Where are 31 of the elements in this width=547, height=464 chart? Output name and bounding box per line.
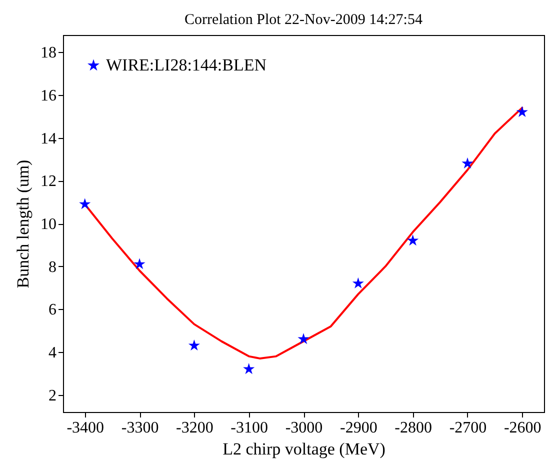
y-tick-label: 8 — [48, 258, 56, 276]
x-axis-title: L2 chirp voltage (MeV) — [222, 440, 386, 458]
x-tick-label: -3100 — [230, 420, 268, 436]
legend-label: WIRE:LI28:144:BLEN — [106, 56, 267, 74]
x-tick-label: -2600 — [504, 420, 542, 436]
point — [353, 278, 363, 288]
point — [298, 334, 308, 344]
y-tick-label: 16 — [40, 87, 56, 104]
chart-title: Correlation Plot 22-Nov-2009 14:27:54 — [184, 12, 423, 28]
y-tick-label: 6 — [48, 302, 56, 319]
point — [134, 259, 144, 268]
y-tick-label: 14 — [40, 130, 56, 148]
x-tick-label: -3000 — [285, 420, 323, 436]
x-tick-label: -2900 — [340, 420, 378, 436]
y-tick-label: 18 — [40, 44, 56, 62]
x-tick-label: -2700 — [449, 420, 487, 436]
point — [462, 158, 472, 168]
x-tick-label: -3200 — [176, 420, 214, 436]
point — [517, 107, 527, 116]
point — [244, 364, 254, 374]
point — [80, 199, 90, 208]
y-tick-label: 10 — [40, 216, 56, 233]
y-tick-label: 2 — [48, 387, 56, 404]
x-tick-label: -3400 — [66, 420, 104, 436]
point — [189, 340, 199, 350]
x-tick-label: -2800 — [394, 420, 432, 436]
point — [408, 236, 418, 245]
x-tick-label: -3300 — [121, 420, 159, 436]
y-tick-label: 12 — [40, 173, 56, 190]
y-axis-title: Bunch length (um) — [14, 160, 32, 288]
y-tick-label: 4 — [48, 344, 56, 362]
